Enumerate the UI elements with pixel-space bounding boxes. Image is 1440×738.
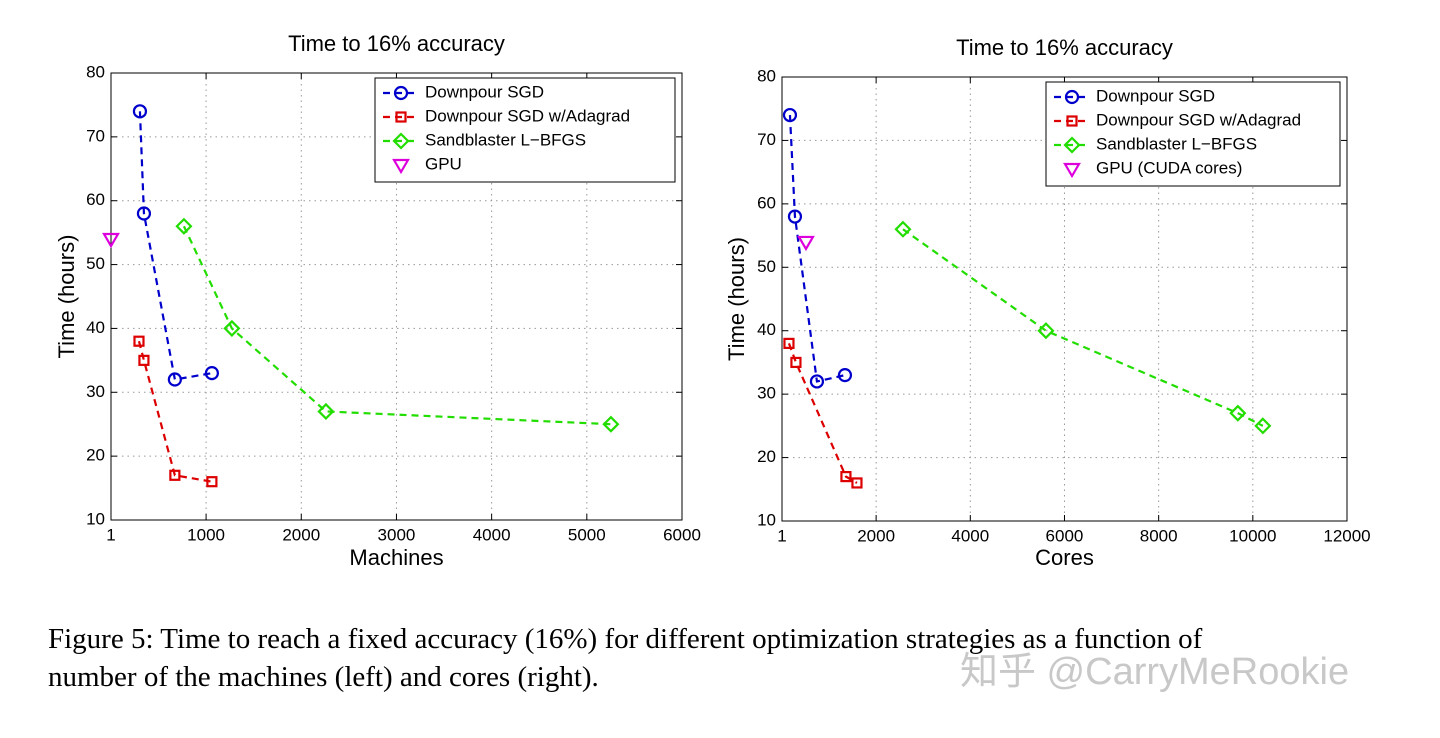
y-tick-label: 80 <box>757 66 776 85</box>
legend-label: Downpour SGD <box>1096 86 1215 105</box>
legend-label: Downpour SGD w/Adagrad <box>425 106 630 125</box>
y-axis-label: Time (hours) <box>724 237 749 361</box>
marker <box>169 469 181 481</box>
y-tick-label: 10 <box>86 509 105 528</box>
x-tick-label: 1 <box>106 525 115 544</box>
y-tick-label: 20 <box>86 446 105 465</box>
legend-label: Downpour SGD w/Adagrad <box>1096 110 1301 129</box>
marker <box>809 374 825 389</box>
marker <box>132 104 148 119</box>
legend-marker <box>1066 115 1078 127</box>
marker <box>837 368 853 383</box>
marker <box>840 471 852 483</box>
y-tick-label: 40 <box>86 318 105 337</box>
series-line <box>788 115 846 383</box>
series-line <box>137 340 213 483</box>
x-tick-label: 6000 <box>663 525 701 544</box>
marker <box>1254 417 1272 435</box>
legend-marker <box>1063 136 1081 154</box>
marker <box>851 477 863 489</box>
marker <box>317 402 335 420</box>
legend-marker <box>395 111 407 123</box>
marker <box>206 476 218 488</box>
y-tick-label: 30 <box>86 382 105 401</box>
legend-marker <box>392 132 410 150</box>
x-tick-label: 8000 <box>1140 526 1178 545</box>
marker <box>175 217 193 235</box>
y-tick-label: 50 <box>86 254 105 273</box>
y-tick-label: 30 <box>757 384 776 403</box>
y-tick-label: 50 <box>757 257 776 276</box>
legend-marker <box>1064 89 1080 105</box>
series-line <box>902 228 1264 427</box>
x-tick-label: 1000 <box>187 525 225 544</box>
chart-title: Time to 16% accuracy <box>288 31 505 56</box>
legend-label: Sandblaster L−BFGS <box>425 130 586 149</box>
plot-frame <box>110 72 683 521</box>
marker <box>1229 404 1247 422</box>
x-tick-label: 2000 <box>857 526 895 545</box>
marker <box>797 235 815 252</box>
marker <box>136 206 152 221</box>
series-line <box>138 111 213 381</box>
y-tick-label: 70 <box>86 126 105 145</box>
legend-label: Downpour SGD <box>425 82 544 101</box>
plot-frame <box>781 76 1348 522</box>
marker <box>167 372 182 387</box>
series-line <box>787 343 858 484</box>
marker <box>602 415 620 433</box>
caption-line: Figure 5: Time to reach a fixed accuracy… <box>48 623 1203 655</box>
x-tick-label: 6000 <box>1046 526 1084 545</box>
legend-label: Sandblaster L−BFGS <box>1096 134 1257 153</box>
legend-label: GPU <box>425 154 462 173</box>
marker <box>790 356 802 369</box>
x-tick-label: 1 <box>777 526 786 545</box>
y-tick-label: 80 <box>86 62 105 81</box>
x-tick-label: 3000 <box>378 525 416 544</box>
marker <box>894 220 912 238</box>
marker <box>223 319 241 337</box>
series-line <box>182 225 611 426</box>
x-tick-label: 2000 <box>282 525 320 544</box>
x-tick-label: 4000 <box>951 526 989 545</box>
caption-line: number of the machines (left) and cores … <box>48 661 599 693</box>
x-tick-label: 5000 <box>568 525 606 544</box>
marker <box>133 335 145 347</box>
chart-title: Time to 16% accuracy <box>956 35 1173 60</box>
y-tick-label: 10 <box>757 510 776 529</box>
x-axis-label: Machines <box>349 545 443 570</box>
y-tick-label: 20 <box>757 447 776 466</box>
legend-box <box>1045 81 1341 187</box>
marker <box>787 209 803 224</box>
legend-marker <box>393 85 409 101</box>
x-tick-label: 4000 <box>473 525 511 544</box>
marker <box>204 366 219 381</box>
y-tick-label: 60 <box>757 193 776 212</box>
legend-marker <box>392 158 410 175</box>
y-tick-label: 40 <box>757 320 776 339</box>
x-tick-label: 12000 <box>1323 526 1370 545</box>
y-axis-label: Time (hours) <box>54 235 79 359</box>
x-tick-label: 10000 <box>1229 526 1276 545</box>
marker <box>138 354 150 366</box>
marker <box>102 232 120 249</box>
marker <box>1037 322 1055 340</box>
y-tick-label: 70 <box>757 130 776 149</box>
marker <box>783 337 795 349</box>
legend-box <box>374 77 676 183</box>
marker <box>782 107 798 123</box>
watermark: 知乎 @CarryMeRookie <box>960 651 1349 693</box>
y-tick-label: 60 <box>86 190 105 209</box>
legend-marker <box>1063 162 1081 179</box>
legend-label: GPU (CUDA cores) <box>1096 158 1242 177</box>
x-axis-label: Cores <box>1035 545 1094 570</box>
